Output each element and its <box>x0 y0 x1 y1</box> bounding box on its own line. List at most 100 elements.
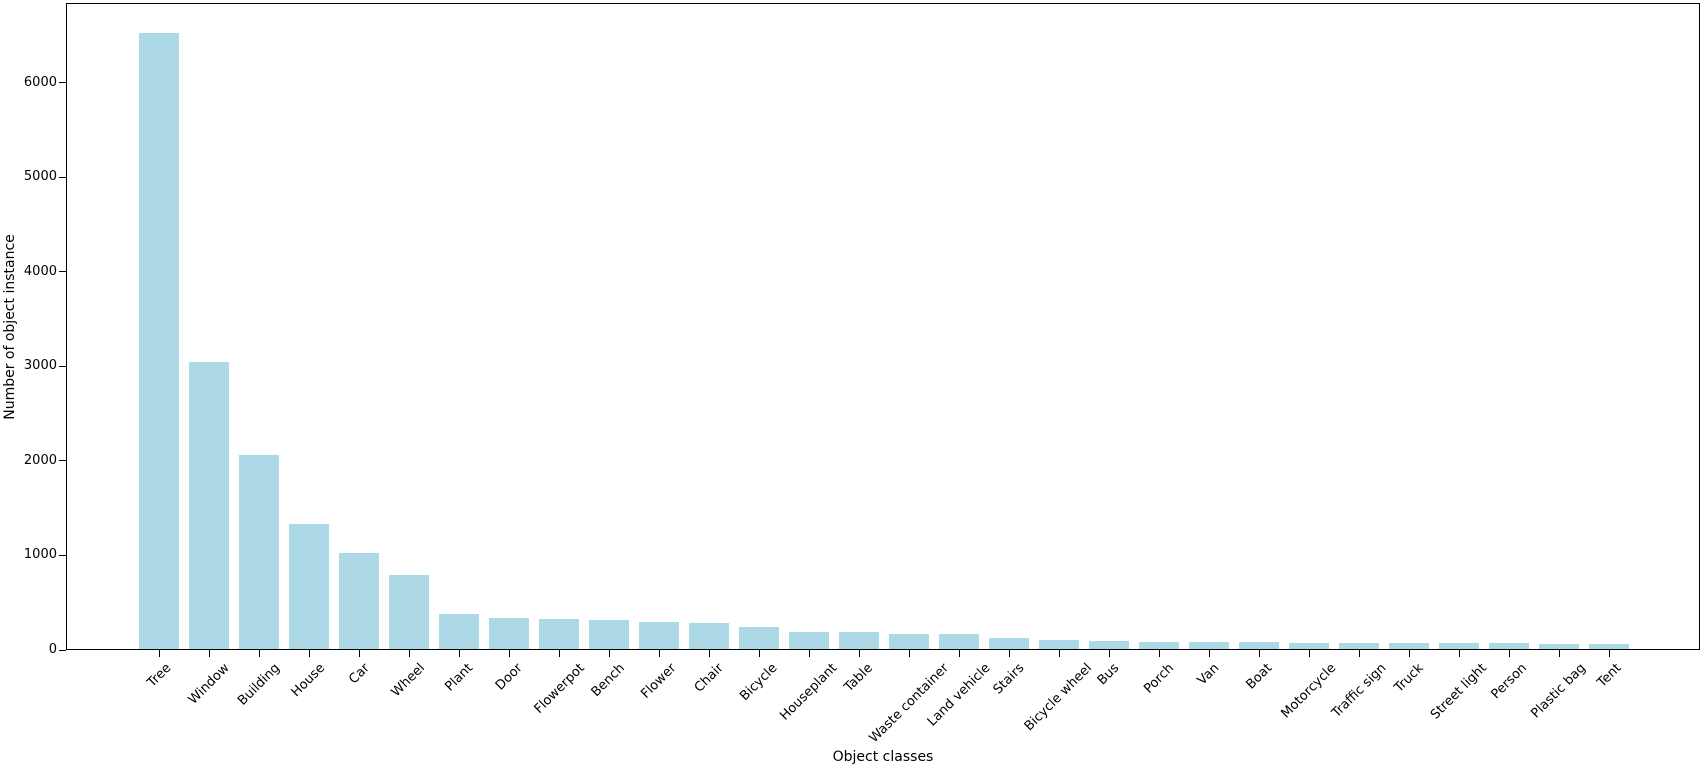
x-tick-mark <box>1408 650 1410 657</box>
x-tick-label-truck: Truck <box>1391 660 1427 696</box>
bar-bicycle-wheel <box>1039 639 1079 649</box>
bar-window <box>189 361 229 649</box>
x-tick-mark <box>758 650 760 657</box>
bar-waste-container <box>889 633 929 649</box>
bar-land-vehicle <box>939 633 979 649</box>
x-tick-label-houseplant: Houseplant <box>777 660 841 724</box>
y-tick-label: 5000 <box>23 169 57 185</box>
x-tick-label-motorcycle: Motorcycle <box>1278 660 1340 722</box>
x-tick-mark <box>1308 650 1310 657</box>
bar-car <box>339 553 379 649</box>
bar-person <box>1489 643 1529 649</box>
x-tick-label-house: House <box>289 660 329 701</box>
y-tick-label: 4000 <box>23 263 57 279</box>
x-tick-mark <box>1258 650 1260 657</box>
y-tick-mark <box>59 271 66 273</box>
x-tick-mark <box>1358 650 1360 657</box>
x-tick-mark <box>708 650 710 657</box>
x-tick-mark <box>1108 650 1110 657</box>
x-tick-mark <box>358 650 360 657</box>
x-tick-label-flower: Flower <box>638 660 680 702</box>
bar-table <box>839 632 879 649</box>
x-tick-mark <box>508 650 510 657</box>
x-tick-label-door: Door <box>492 660 526 694</box>
x-tick-mark <box>658 650 660 657</box>
x-tick-mark <box>258 650 260 657</box>
bar-street-light <box>1439 643 1479 649</box>
bar-bicycle <box>739 626 779 649</box>
y-tick-label: 0 <box>48 642 57 657</box>
x-tick-label-bench: Bench <box>589 660 629 700</box>
x-tick-mark <box>1458 650 1460 657</box>
x-tick-mark <box>1058 650 1060 657</box>
x-tick-mark <box>1208 650 1210 657</box>
bar-chair <box>689 622 729 649</box>
y-tick-label: 3000 <box>23 358 57 374</box>
x-tick-label-bus: Bus <box>1095 660 1123 689</box>
x-tick-label-street-light: Street light <box>1428 660 1491 723</box>
bar-motorcycle <box>1289 643 1329 649</box>
bar-flower <box>639 621 679 649</box>
x-tick-mark <box>858 650 860 657</box>
bar-houseplant <box>789 631 829 649</box>
bar-wheel <box>389 574 429 649</box>
bar-truck <box>1389 643 1429 649</box>
x-tick-label-bicycle-wheel: Bicycle wheel <box>1022 660 1096 735</box>
x-tick-label-chair: Chair <box>691 660 727 696</box>
x-tick-mark <box>1508 650 1510 657</box>
bar-porch <box>1139 642 1179 649</box>
x-tick-mark <box>1158 650 1160 657</box>
bar-plant <box>439 613 479 649</box>
x-tick-mark <box>1558 650 1560 657</box>
x-tick-mark <box>1608 650 1610 657</box>
bar-tent <box>1589 644 1629 649</box>
x-tick-label-building: Building <box>234 660 283 709</box>
x-tick-mark <box>958 650 960 657</box>
x-tick-mark <box>408 650 410 657</box>
x-tick-label-boat: Boat <box>1243 660 1275 693</box>
bar-tree <box>139 33 179 649</box>
y-tick-mark <box>59 554 66 556</box>
x-tick-label-flowerpot: Flowerpot <box>531 660 588 717</box>
x-tick-mark <box>808 650 810 657</box>
y-tick-label: 6000 <box>23 74 57 90</box>
x-tick-label-tree: Tree <box>144 660 174 691</box>
x-tick-mark <box>308 650 310 657</box>
bar-boat <box>1239 642 1279 649</box>
bar-traffic-sign <box>1339 643 1379 649</box>
x-tick-mark <box>208 650 210 657</box>
y-axis-label: Number of object instance <box>2 234 18 420</box>
x-tick-mark <box>908 650 910 657</box>
x-tick-mark <box>1008 650 1010 657</box>
y-tick-mark <box>59 649 66 651</box>
bar-stairs <box>989 638 1029 649</box>
y-tick-label: 2000 <box>23 452 57 468</box>
y-tick-mark <box>59 176 66 178</box>
y-tick-mark <box>59 82 66 84</box>
x-tick-label-stairs: Stairs <box>990 660 1028 698</box>
x-tick-label-table: Table <box>841 660 876 696</box>
x-tick-label-porch: Porch <box>1140 660 1177 697</box>
bar-bus <box>1089 641 1129 649</box>
x-tick-label-wheel: Wheel <box>389 660 429 701</box>
x-tick-label-plastic-bag: Plastic bag <box>1528 660 1590 722</box>
bar-van <box>1189 642 1229 649</box>
bar-house <box>289 523 329 649</box>
x-tick-label-window: Window <box>185 660 233 708</box>
bar-plastic-bag <box>1539 643 1579 649</box>
y-tick-mark <box>59 365 66 367</box>
x-axis-label: Object classes <box>832 749 934 765</box>
y-tick-label: 1000 <box>23 547 57 563</box>
x-tick-mark <box>608 650 610 657</box>
y-tick-mark <box>59 460 66 462</box>
x-tick-mark <box>458 650 460 657</box>
x-tick-label-tent: Tent <box>1594 660 1624 691</box>
x-tick-mark <box>158 650 160 657</box>
bar-door <box>489 617 529 649</box>
x-tick-label-plant: Plant <box>441 660 476 695</box>
x-tick-label-van: Van <box>1195 660 1223 689</box>
plot-area <box>66 3 1700 650</box>
x-tick-label-car: Car <box>346 660 373 688</box>
bar-bench <box>589 620 629 649</box>
